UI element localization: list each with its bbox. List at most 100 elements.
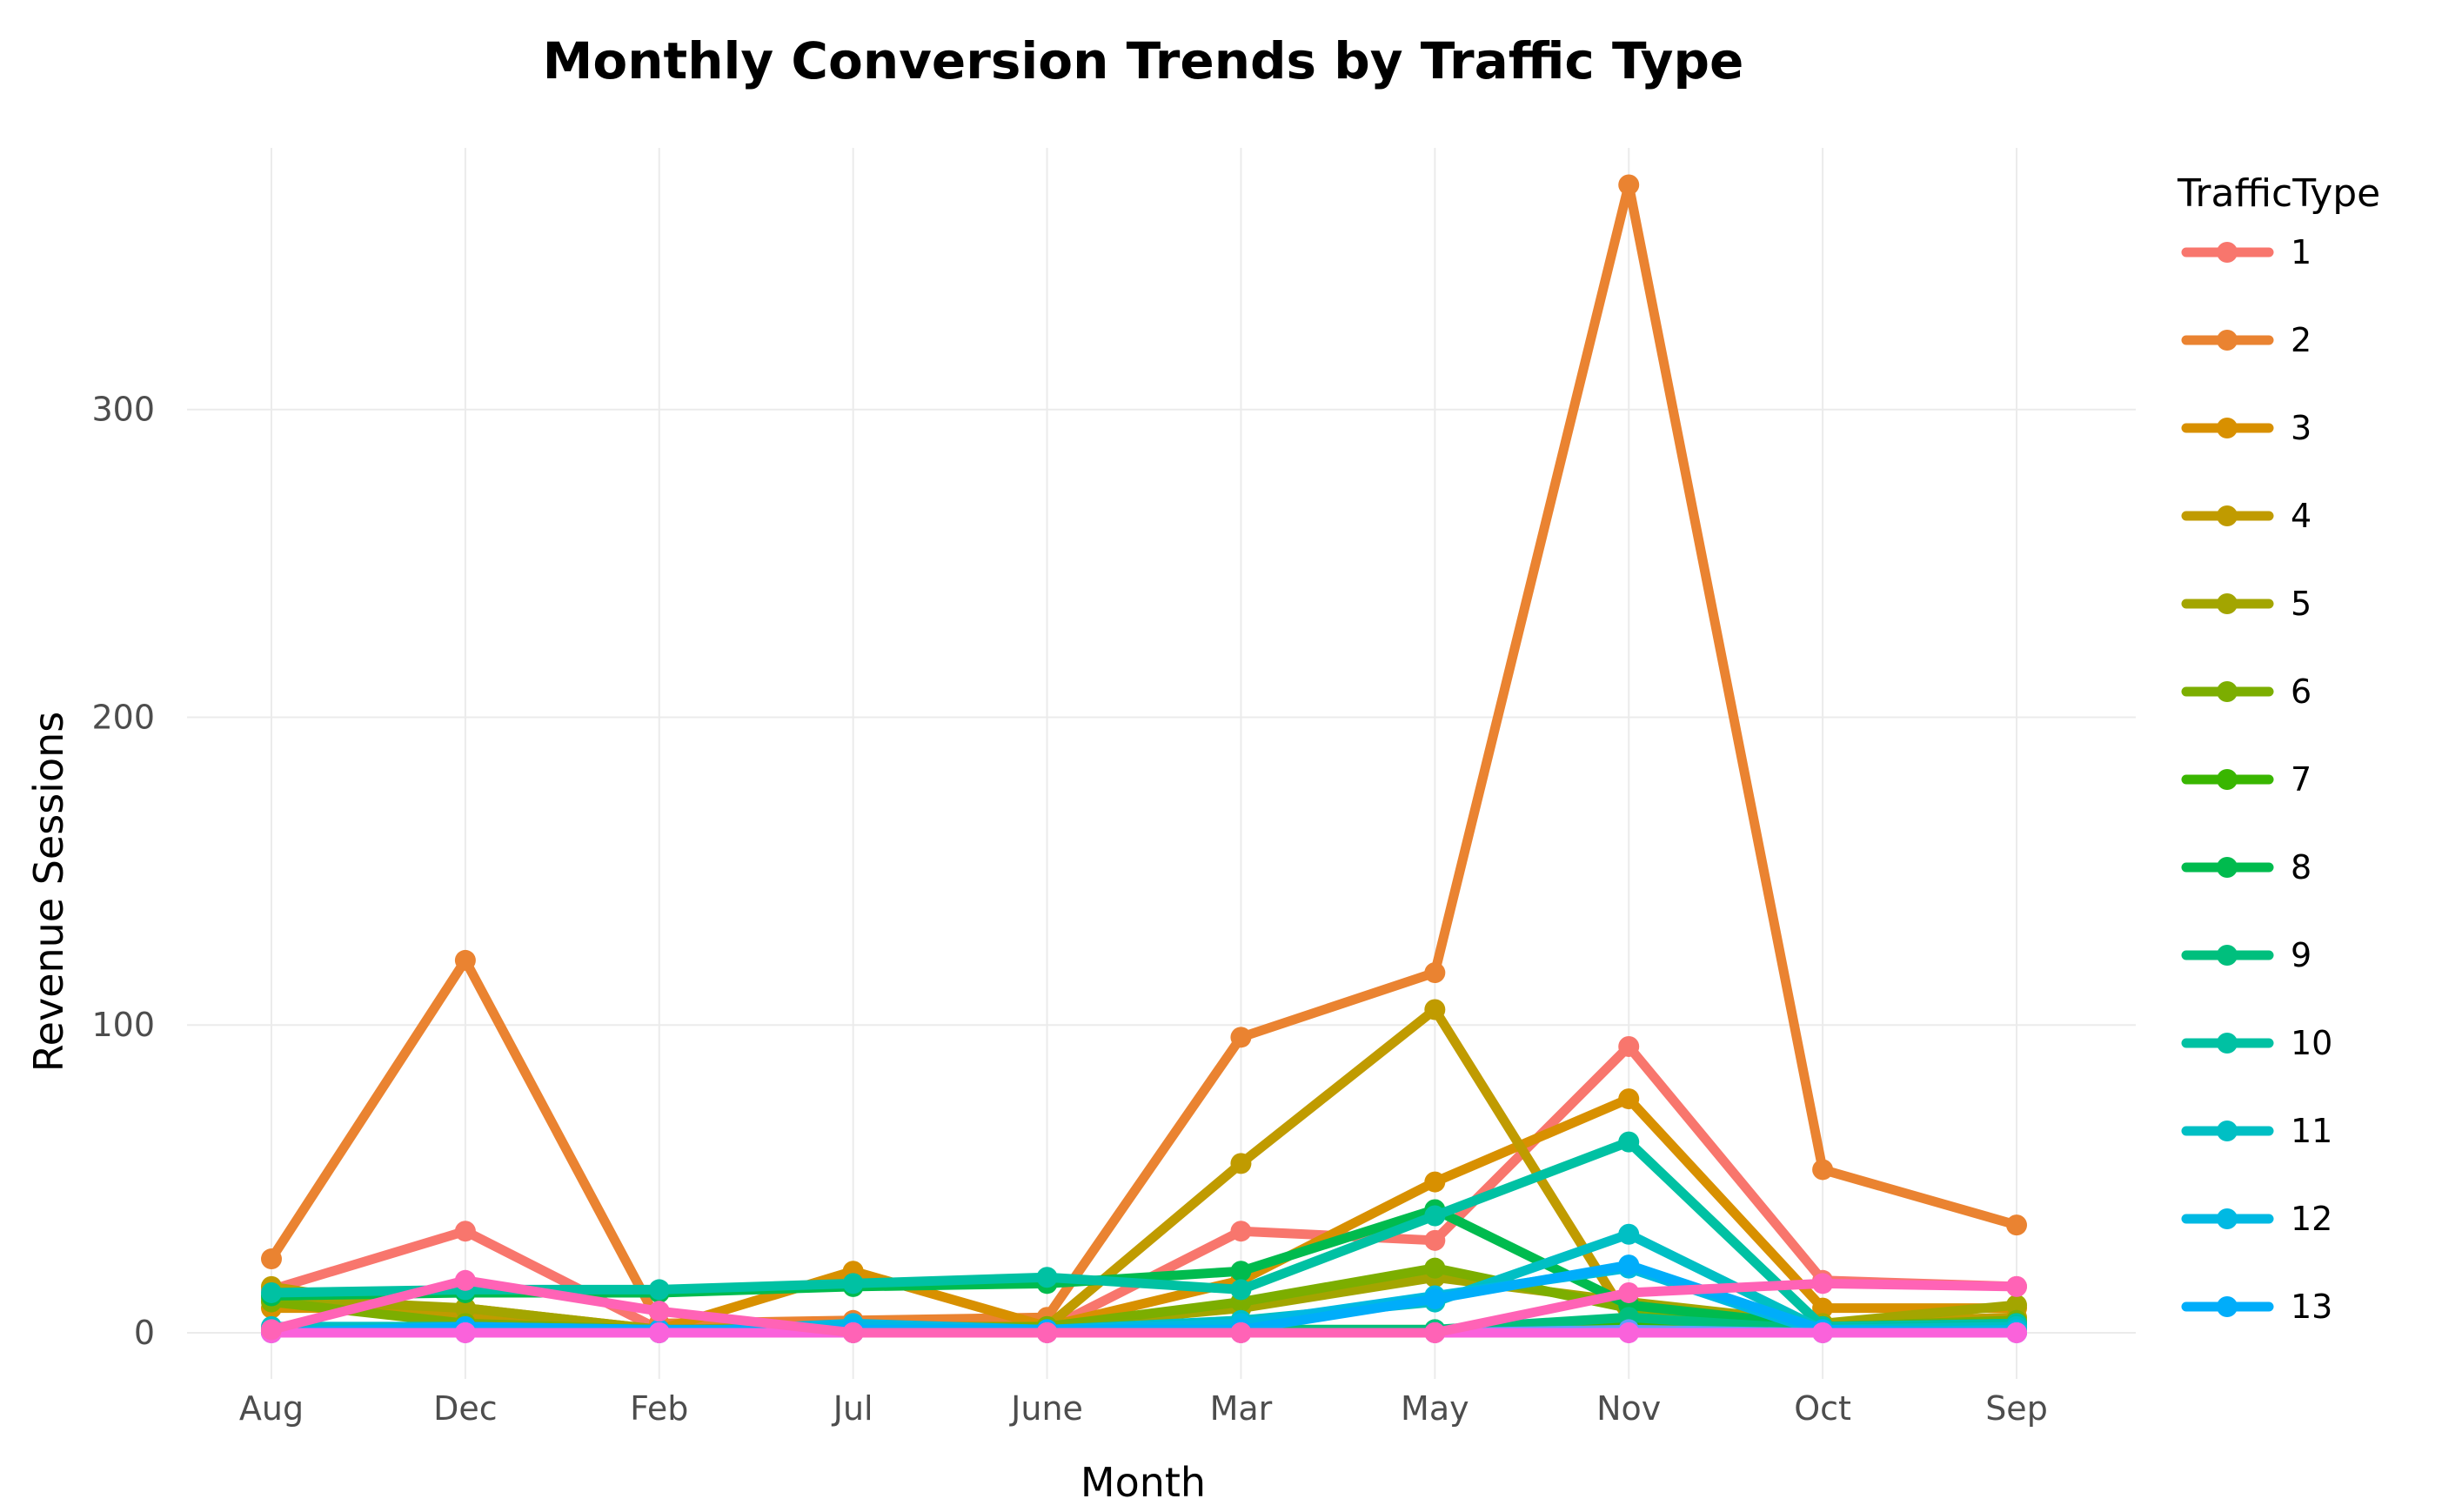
legend-item-3[interactable]: 3 <box>2181 409 2312 447</box>
legend-label: 12 <box>2291 1200 2332 1238</box>
legend-label: 6 <box>2291 672 2312 711</box>
data-point <box>454 949 476 971</box>
legend-swatch-dot <box>2217 505 2238 526</box>
data-point <box>1230 1321 1252 1343</box>
data-point <box>1812 1273 1834 1295</box>
data-point <box>454 1321 476 1343</box>
data-point <box>1424 962 1446 984</box>
legend-label: 4 <box>2291 497 2312 535</box>
legend-swatch-dot <box>2217 681 2238 702</box>
data-point <box>1230 1153 1252 1174</box>
series-lines <box>261 174 2027 1343</box>
x-tick-label: Dec <box>433 1389 498 1428</box>
data-point <box>842 1273 864 1295</box>
legend-item-4[interactable]: 4 <box>2181 497 2312 535</box>
series-line <box>266 179 2022 1328</box>
legend-label: 1 <box>2291 233 2312 271</box>
legend-swatch-dot <box>2217 242 2238 263</box>
series-2 <box>261 174 2027 1335</box>
legend-swatch-dot <box>2217 593 2238 614</box>
data-point <box>1424 1171 1446 1193</box>
data-point <box>2006 1295 2027 1316</box>
data-point <box>1618 1321 1640 1343</box>
legend-swatch-dot <box>2217 1296 2238 1317</box>
legend-item-13[interactable]: 13 <box>2181 1288 2332 1326</box>
legend-title: TrafficType <box>2177 171 2380 216</box>
legend-item-1[interactable]: 1 <box>2181 233 2312 271</box>
data-point <box>1036 1267 1058 1288</box>
data-point <box>1618 1088 1640 1110</box>
y-axis-title: Revenue Sessions <box>25 712 72 1072</box>
x-axis-ticks: Aug Dec Feb Jul June Mar May Nov Oct Sep <box>239 1389 2048 1428</box>
legend-item-12[interactable]: 12 <box>2181 1200 2332 1238</box>
data-point <box>1230 1261 1252 1282</box>
legend-item-11[interactable]: 11 <box>2181 1112 2332 1150</box>
data-point <box>1230 1221 1252 1242</box>
legend-label: 5 <box>2291 585 2312 623</box>
x-tick-label: Feb <box>630 1389 688 1428</box>
legend-item-2[interactable]: 2 <box>2181 321 2312 359</box>
x-tick-label: Mar <box>1210 1389 1273 1428</box>
data-point <box>842 1321 864 1343</box>
legend-label: 2 <box>2291 321 2312 359</box>
series-line <box>266 1137 2022 1332</box>
data-point <box>1618 1035 1640 1057</box>
x-tick-label: Oct <box>1794 1389 1851 1428</box>
data-point <box>1424 999 1446 1020</box>
data-point <box>1424 1257 1446 1279</box>
data-point <box>454 1269 476 1291</box>
legend-label: 8 <box>2291 848 2312 886</box>
data-point <box>1424 1229 1446 1251</box>
data-point <box>1618 1281 1640 1303</box>
x-tick-label: June <box>1009 1389 1083 1428</box>
data-point <box>1424 1205 1446 1227</box>
legend-label: 3 <box>2291 409 2312 447</box>
x-tick-label: Jul <box>832 1389 873 1428</box>
data-point <box>261 1319 282 1341</box>
legend-swatch-dot <box>2217 1208 2238 1229</box>
legend-item-5[interactable]: 5 <box>2181 585 2312 623</box>
legend-label: 13 <box>2291 1288 2332 1326</box>
series-line <box>266 1275 2022 1338</box>
data-point <box>1812 1321 1834 1343</box>
data-point <box>648 1279 670 1301</box>
series-20 <box>261 1269 2027 1343</box>
legend-label: 10 <box>2291 1024 2332 1062</box>
legend-item-9[interactable]: 9 <box>2181 936 2312 974</box>
data-point <box>1618 1131 1640 1153</box>
data-point <box>1424 1288 1446 1310</box>
data-point <box>261 1248 282 1270</box>
data-point <box>454 1297 476 1319</box>
y-tick-label: 200 <box>91 698 155 736</box>
legend-swatch-dot <box>2217 769 2238 790</box>
data-point <box>261 1281 282 1303</box>
legend-swatch-dot <box>2217 945 2238 966</box>
legend-label: 11 <box>2291 1112 2332 1150</box>
data-point <box>454 1221 476 1242</box>
legend-item-6[interactable]: 6 <box>2181 672 2312 711</box>
legend-label: 7 <box>2291 760 2312 799</box>
y-tick-label: 100 <box>91 1006 155 1044</box>
legend-swatch-dot <box>2217 1033 2238 1054</box>
data-point <box>2006 1321 2027 1343</box>
data-point <box>1618 174 1640 196</box>
data-point <box>1618 1254 1640 1276</box>
y-tick-label: 0 <box>134 1314 155 1352</box>
legend-label: 9 <box>2291 936 2312 974</box>
legend-swatch-dot <box>2217 330 2238 351</box>
legend-item-10[interactable]: 10 <box>2181 1024 2332 1062</box>
data-point <box>1230 1279 1252 1301</box>
x-tick-label: Sep <box>1985 1389 2048 1428</box>
legend-swatch-dot <box>2217 1121 2238 1141</box>
data-point <box>1036 1321 1058 1343</box>
x-tick-label: May <box>1401 1389 1469 1428</box>
legend-item-7[interactable]: 7 <box>2181 760 2312 799</box>
chart-title: Monthly Conversion Trends by Traffic Typ… <box>543 31 1744 90</box>
x-tick-label: Aug <box>239 1389 304 1428</box>
x-axis-title: Month <box>1081 1459 1206 1506</box>
y-tick-label: 300 <box>91 391 155 429</box>
legend-item-8[interactable]: 8 <box>2181 848 2312 886</box>
